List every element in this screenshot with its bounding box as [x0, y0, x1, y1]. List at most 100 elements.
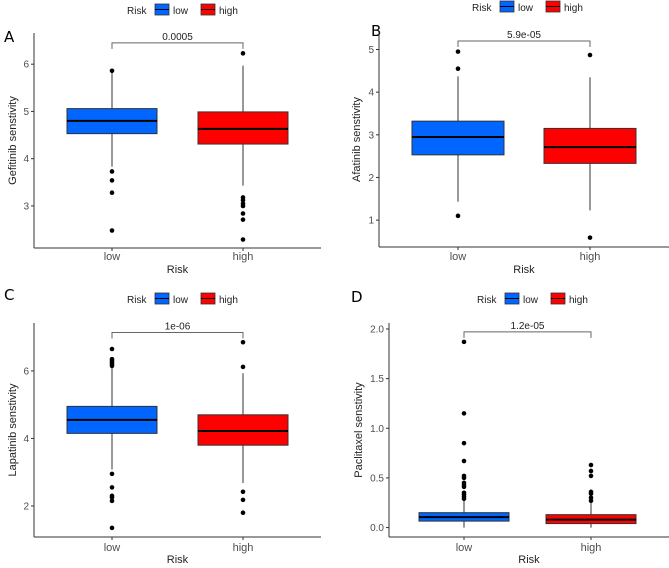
legend-key-high	[545, 0, 561, 13]
outlier-point	[240, 217, 246, 222]
y-tick-label: 5	[23, 107, 29, 118]
legend-key-low	[154, 3, 170, 16]
outlier-point	[240, 203, 246, 209]
significance-bracket	[457, 40, 591, 47]
legend-key-high	[200, 3, 216, 16]
outlier-point	[109, 485, 115, 490]
outlier-point	[240, 497, 246, 503]
outlier-point	[461, 440, 467, 446]
p-value-label: 1.2e-05	[511, 321, 545, 332]
legend-key-low	[154, 292, 170, 305]
box-iqr	[411, 120, 505, 156]
x-tick-label: high	[580, 251, 601, 263]
legend-label-high: high	[219, 295, 238, 306]
y-tick-label: 1.0	[370, 424, 384, 435]
x-axis-title: Risk	[513, 264, 535, 276]
legend-key-low	[504, 292, 520, 305]
outlier-point	[455, 66, 461, 71]
outlier-point	[588, 491, 594, 497]
legend-label-high: high	[219, 6, 238, 17]
outlier-point	[109, 363, 115, 369]
legend-label-high: high	[569, 295, 588, 306]
panel-D: D Risk low high 0.0 0.5 1.0 1.5 2.0 low high Risk Pa…	[351, 288, 669, 566]
outlier-point	[109, 68, 115, 74]
box-low	[66, 346, 158, 531]
y-axis-title: Lapatinib senstivity	[7, 383, 19, 476]
outlier-point	[461, 458, 467, 464]
outlier-point	[109, 525, 115, 531]
y-tick-label: 5	[368, 45, 374, 56]
legend: Risk low high	[127, 292, 238, 306]
outlier-point	[587, 235, 593, 240]
outlier-point	[588, 498, 594, 504]
significance-bracket	[463, 331, 592, 338]
outlier-point	[587, 52, 593, 58]
y-axis-title: Afatinib senstivity	[351, 97, 363, 182]
legend-title: Risk	[127, 6, 147, 17]
y-tick-label: 6	[23, 366, 29, 377]
box-high	[543, 52, 637, 240]
p-value-label: 1e-06	[165, 321, 191, 332]
x-tick-label: low	[450, 251, 467, 263]
x-tick-label: high	[581, 542, 602, 554]
box-low	[66, 68, 158, 233]
y-tick-label: 1	[368, 216, 374, 227]
p-value-label: 0.0005	[162, 32, 193, 43]
y-axis-title: Paclitaxel senstivity	[353, 382, 365, 478]
outlier-point	[109, 169, 115, 174]
box-low	[411, 49, 505, 219]
y-tick-label: 2	[23, 501, 29, 512]
y-axis-title: Gefitinib senstivity	[7, 96, 19, 185]
outlier-point	[109, 495, 115, 500]
outlier-point	[240, 510, 246, 515]
legend: Risk low high	[472, 0, 583, 14]
outlier-point	[461, 496, 467, 502]
box-high	[545, 462, 637, 528]
panel-C: C Risk low high 2 4 6 low high Risk Lapatinib sens…	[4, 286, 321, 566]
outlier-point	[109, 471, 115, 477]
legend-title: Risk	[127, 295, 147, 306]
legend-label-low: low	[523, 295, 539, 306]
outlier-point	[240, 51, 246, 56]
x-tick-label: high	[233, 542, 254, 554]
box-iqr	[543, 127, 637, 164]
panel-A: A Risk low high 3 4 5 6 low high Risk Gefitinib sen…	[4, 3, 321, 276]
y-tick-label: 1.5	[370, 374, 384, 385]
outlier-point	[455, 49, 461, 54]
panel-letter: A	[4, 28, 15, 46]
outlier-point	[109, 346, 115, 352]
outlier-point	[109, 228, 115, 233]
outlier-point	[461, 484, 467, 490]
outlier-point	[109, 498, 115, 504]
p-value-label: 5.9e-05	[507, 30, 541, 41]
outlier-point	[240, 339, 246, 345]
legend: Risk low high	[127, 3, 238, 17]
outlier-point	[240, 197, 246, 203]
legend-label-low: low	[518, 3, 534, 14]
y-tick-label: 4	[23, 154, 29, 165]
legend-label-high: high	[564, 3, 583, 14]
x-tick-label: low	[104, 542, 121, 554]
box-iqr	[197, 414, 289, 446]
y-tick-label: 0.5	[370, 473, 384, 484]
y-tick-label: 4	[368, 88, 374, 99]
y-tick-label: 3	[23, 201, 29, 212]
significance-bracket	[111, 42, 244, 49]
legend-title: Risk	[477, 295, 497, 306]
legend-label-low: low	[173, 6, 189, 17]
outlier-point	[240, 364, 246, 370]
y-tick-label: 4	[23, 434, 29, 445]
panel-B: B Risk low high 1 2 3 4 5 low high Risk Afatinib sen…	[351, 0, 669, 276]
legend: Risk low high	[477, 292, 588, 306]
outlier-point	[461, 339, 467, 345]
outlier-point	[109, 190, 115, 196]
legend-key-low	[499, 0, 515, 13]
panel-letter: B	[371, 22, 381, 40]
outlier-point	[109, 178, 115, 183]
x-tick-label: low	[104, 251, 121, 263]
outlier-point	[461, 411, 467, 416]
outlier-point	[240, 489, 246, 495]
outlier-point	[240, 237, 246, 242]
panel-letter: C	[4, 286, 14, 304]
